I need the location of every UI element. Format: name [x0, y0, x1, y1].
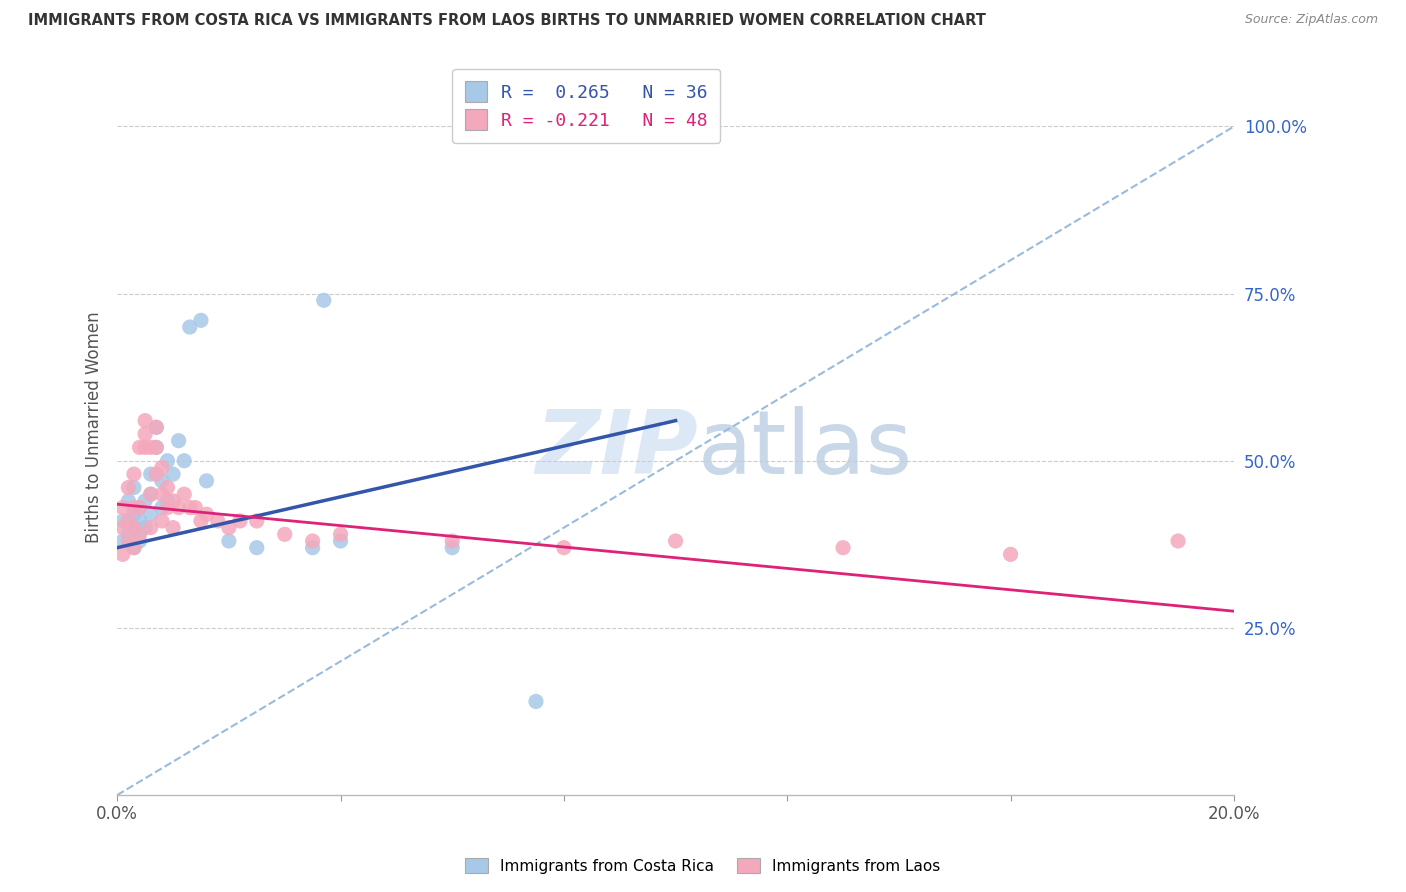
Point: [150, 487, 173, 501]
Point: [128, 514, 150, 528]
Point: [167, 500, 190, 515]
Point: [122, 521, 145, 535]
Point: [139, 487, 162, 501]
Point: [122, 467, 145, 482]
Legend: R =  0.265   N = 36, R = -0.221   N = 48: R = 0.265 N = 36, R = -0.221 N = 48: [453, 69, 720, 143]
Point: [139, 487, 162, 501]
Point: [832, 541, 855, 555]
Point: [150, 474, 173, 488]
Point: [117, 527, 139, 541]
Point: [273, 527, 295, 541]
Point: [145, 467, 167, 482]
Point: [122, 521, 145, 535]
Point: [184, 500, 207, 515]
Point: [162, 494, 184, 508]
Point: [156, 494, 179, 508]
Text: Source: ZipAtlas.com: Source: ZipAtlas.com: [1244, 13, 1378, 27]
Point: [134, 521, 156, 535]
Point: [134, 427, 156, 442]
Point: [122, 500, 145, 515]
Point: [301, 533, 323, 548]
Point: [111, 500, 134, 515]
Point: [128, 533, 150, 548]
Point: [128, 527, 150, 541]
Point: [111, 521, 134, 535]
Point: [441, 533, 464, 548]
Point: [173, 454, 195, 468]
Point: [229, 514, 252, 528]
Point: [139, 441, 162, 455]
Point: [117, 481, 139, 495]
Point: [117, 514, 139, 528]
Point: [195, 474, 218, 488]
Point: [301, 541, 323, 555]
Point: [128, 441, 150, 455]
Point: [179, 320, 201, 334]
Point: [111, 514, 134, 528]
Point: [139, 467, 162, 482]
Point: [117, 494, 139, 508]
Point: [122, 541, 145, 555]
Point: [145, 420, 167, 434]
Point: [111, 547, 134, 561]
Point: [167, 434, 190, 448]
Point: [664, 533, 686, 548]
Point: [128, 500, 150, 515]
Point: [329, 533, 352, 548]
Point: [1000, 547, 1022, 561]
Point: [134, 414, 156, 428]
Point: [312, 293, 335, 308]
Point: [246, 541, 269, 555]
Point: [207, 514, 229, 528]
Point: [122, 508, 145, 522]
Point: [145, 420, 167, 434]
Point: [134, 494, 156, 508]
Point: [145, 441, 167, 455]
Text: ZIP: ZIP: [536, 406, 697, 493]
Point: [150, 514, 173, 528]
Point: [150, 460, 173, 475]
Text: atlas: atlas: [697, 406, 912, 493]
Point: [139, 508, 162, 522]
Point: [134, 441, 156, 455]
Point: [190, 514, 212, 528]
Point: [156, 481, 179, 495]
Point: [117, 514, 139, 528]
Point: [117, 533, 139, 548]
Point: [195, 508, 218, 522]
Point: [218, 521, 240, 535]
Point: [553, 541, 575, 555]
Point: [128, 500, 150, 515]
Point: [329, 527, 352, 541]
Y-axis label: Births to Unmarried Women: Births to Unmarried Women: [86, 311, 103, 543]
Point: [162, 521, 184, 535]
Point: [218, 533, 240, 548]
Point: [246, 514, 269, 528]
Point: [524, 694, 547, 708]
Point: [122, 541, 145, 555]
Point: [162, 467, 184, 482]
Point: [122, 481, 145, 495]
Point: [145, 441, 167, 455]
Point: [156, 454, 179, 468]
Point: [111, 533, 134, 548]
Point: [139, 521, 162, 535]
Point: [150, 500, 173, 515]
Point: [179, 500, 201, 515]
Point: [173, 487, 195, 501]
Point: [441, 541, 464, 555]
Point: [1167, 533, 1189, 548]
Point: [156, 500, 179, 515]
Legend: Immigrants from Costa Rica, Immigrants from Laos: Immigrants from Costa Rica, Immigrants f…: [460, 852, 946, 880]
Point: [190, 313, 212, 327]
Text: IMMIGRANTS FROM COSTA RICA VS IMMIGRANTS FROM LAOS BIRTHS TO UNMARRIED WOMEN COR: IMMIGRANTS FROM COSTA RICA VS IMMIGRANTS…: [28, 13, 986, 29]
